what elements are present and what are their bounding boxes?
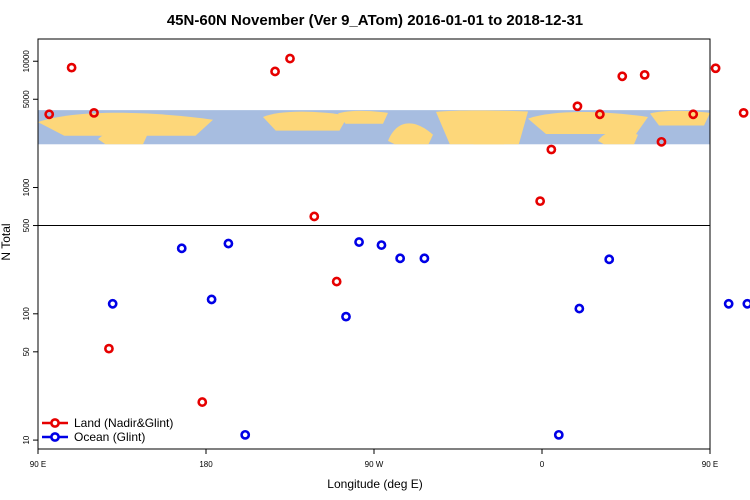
land-point xyxy=(546,144,557,155)
x-tick-label: 180 xyxy=(199,460,213,469)
legend-marker xyxy=(50,432,60,442)
legend-label: Ocean (Glint) xyxy=(74,430,145,444)
map-land-1 xyxy=(98,130,148,145)
map-land-2 xyxy=(263,111,348,131)
map-land-0 xyxy=(38,112,213,136)
legend-label: Land (Nadir&Glint) xyxy=(74,416,173,430)
plot-border xyxy=(37,38,711,450)
y-tick-label: 1000 xyxy=(22,178,31,196)
land-point xyxy=(66,62,77,73)
land-point xyxy=(331,276,342,287)
ocean-point xyxy=(376,240,387,250)
map-land-4 xyxy=(388,123,433,145)
y-axis: 10 50 100 500 1000 5000 10000 xyxy=(22,50,38,445)
ocean-point xyxy=(574,303,585,314)
map-land-7 xyxy=(528,112,648,135)
land-point xyxy=(104,343,114,354)
ocean-point xyxy=(723,298,734,309)
y-tick-label: 100 xyxy=(22,307,31,321)
map-land-8 xyxy=(598,130,638,145)
x-axis: 90 E 180 90 W 0 90 E xyxy=(30,449,718,469)
x-tick-label: 90 E xyxy=(702,460,718,469)
data-points xyxy=(44,53,750,440)
map-land-9 xyxy=(650,110,710,126)
land-point xyxy=(688,109,699,120)
legend: Land (Nadir&Glint)Ocean (Glint) xyxy=(42,416,173,444)
y-axis-label: N Total xyxy=(0,223,13,260)
x-tick-label: 90 W xyxy=(365,460,384,469)
land-point xyxy=(197,397,208,407)
land-point xyxy=(738,107,749,118)
land-point xyxy=(270,66,280,77)
land-point xyxy=(44,109,55,120)
ocean-point xyxy=(742,298,750,309)
ocean-point xyxy=(419,253,430,264)
ocean-point xyxy=(604,254,615,265)
ocean-point xyxy=(240,429,251,440)
land-point xyxy=(89,107,99,118)
ocean-point xyxy=(341,311,351,322)
land-point xyxy=(594,109,605,120)
land-point xyxy=(710,63,721,74)
ocean-point xyxy=(354,237,364,247)
y-tick-label: 500 xyxy=(22,218,31,232)
land-point xyxy=(285,53,295,64)
ocean-point xyxy=(395,253,406,264)
ocean-point xyxy=(176,243,187,254)
chart-title: 45N-60N November (Ver 9_ATom) 2016-01-01… xyxy=(167,12,583,29)
y-tick-label: 50 xyxy=(22,347,31,356)
ocean-point xyxy=(553,429,564,440)
x-axis-label: Longitude (deg E) xyxy=(327,477,422,491)
land-point xyxy=(572,101,583,112)
land-point xyxy=(656,136,667,147)
land-point xyxy=(535,196,546,207)
ocean-point xyxy=(107,298,118,309)
plot-frame xyxy=(37,38,711,450)
y-tick-label: 10000 xyxy=(22,50,31,73)
land-point xyxy=(617,71,628,82)
map-land-6 xyxy=(468,132,508,145)
y-tick-label: 10 xyxy=(22,435,31,444)
x-tick-label: 90 E xyxy=(30,460,46,469)
y-tick-label: 5000 xyxy=(22,90,31,108)
legend-marker xyxy=(50,418,60,428)
land-point xyxy=(639,69,650,80)
land-point xyxy=(309,211,320,222)
map-band xyxy=(38,110,710,145)
ocean-point xyxy=(206,294,217,305)
ocean-point xyxy=(223,238,234,249)
x-tick-label: 0 xyxy=(540,460,545,469)
map-land-3 xyxy=(338,110,388,124)
